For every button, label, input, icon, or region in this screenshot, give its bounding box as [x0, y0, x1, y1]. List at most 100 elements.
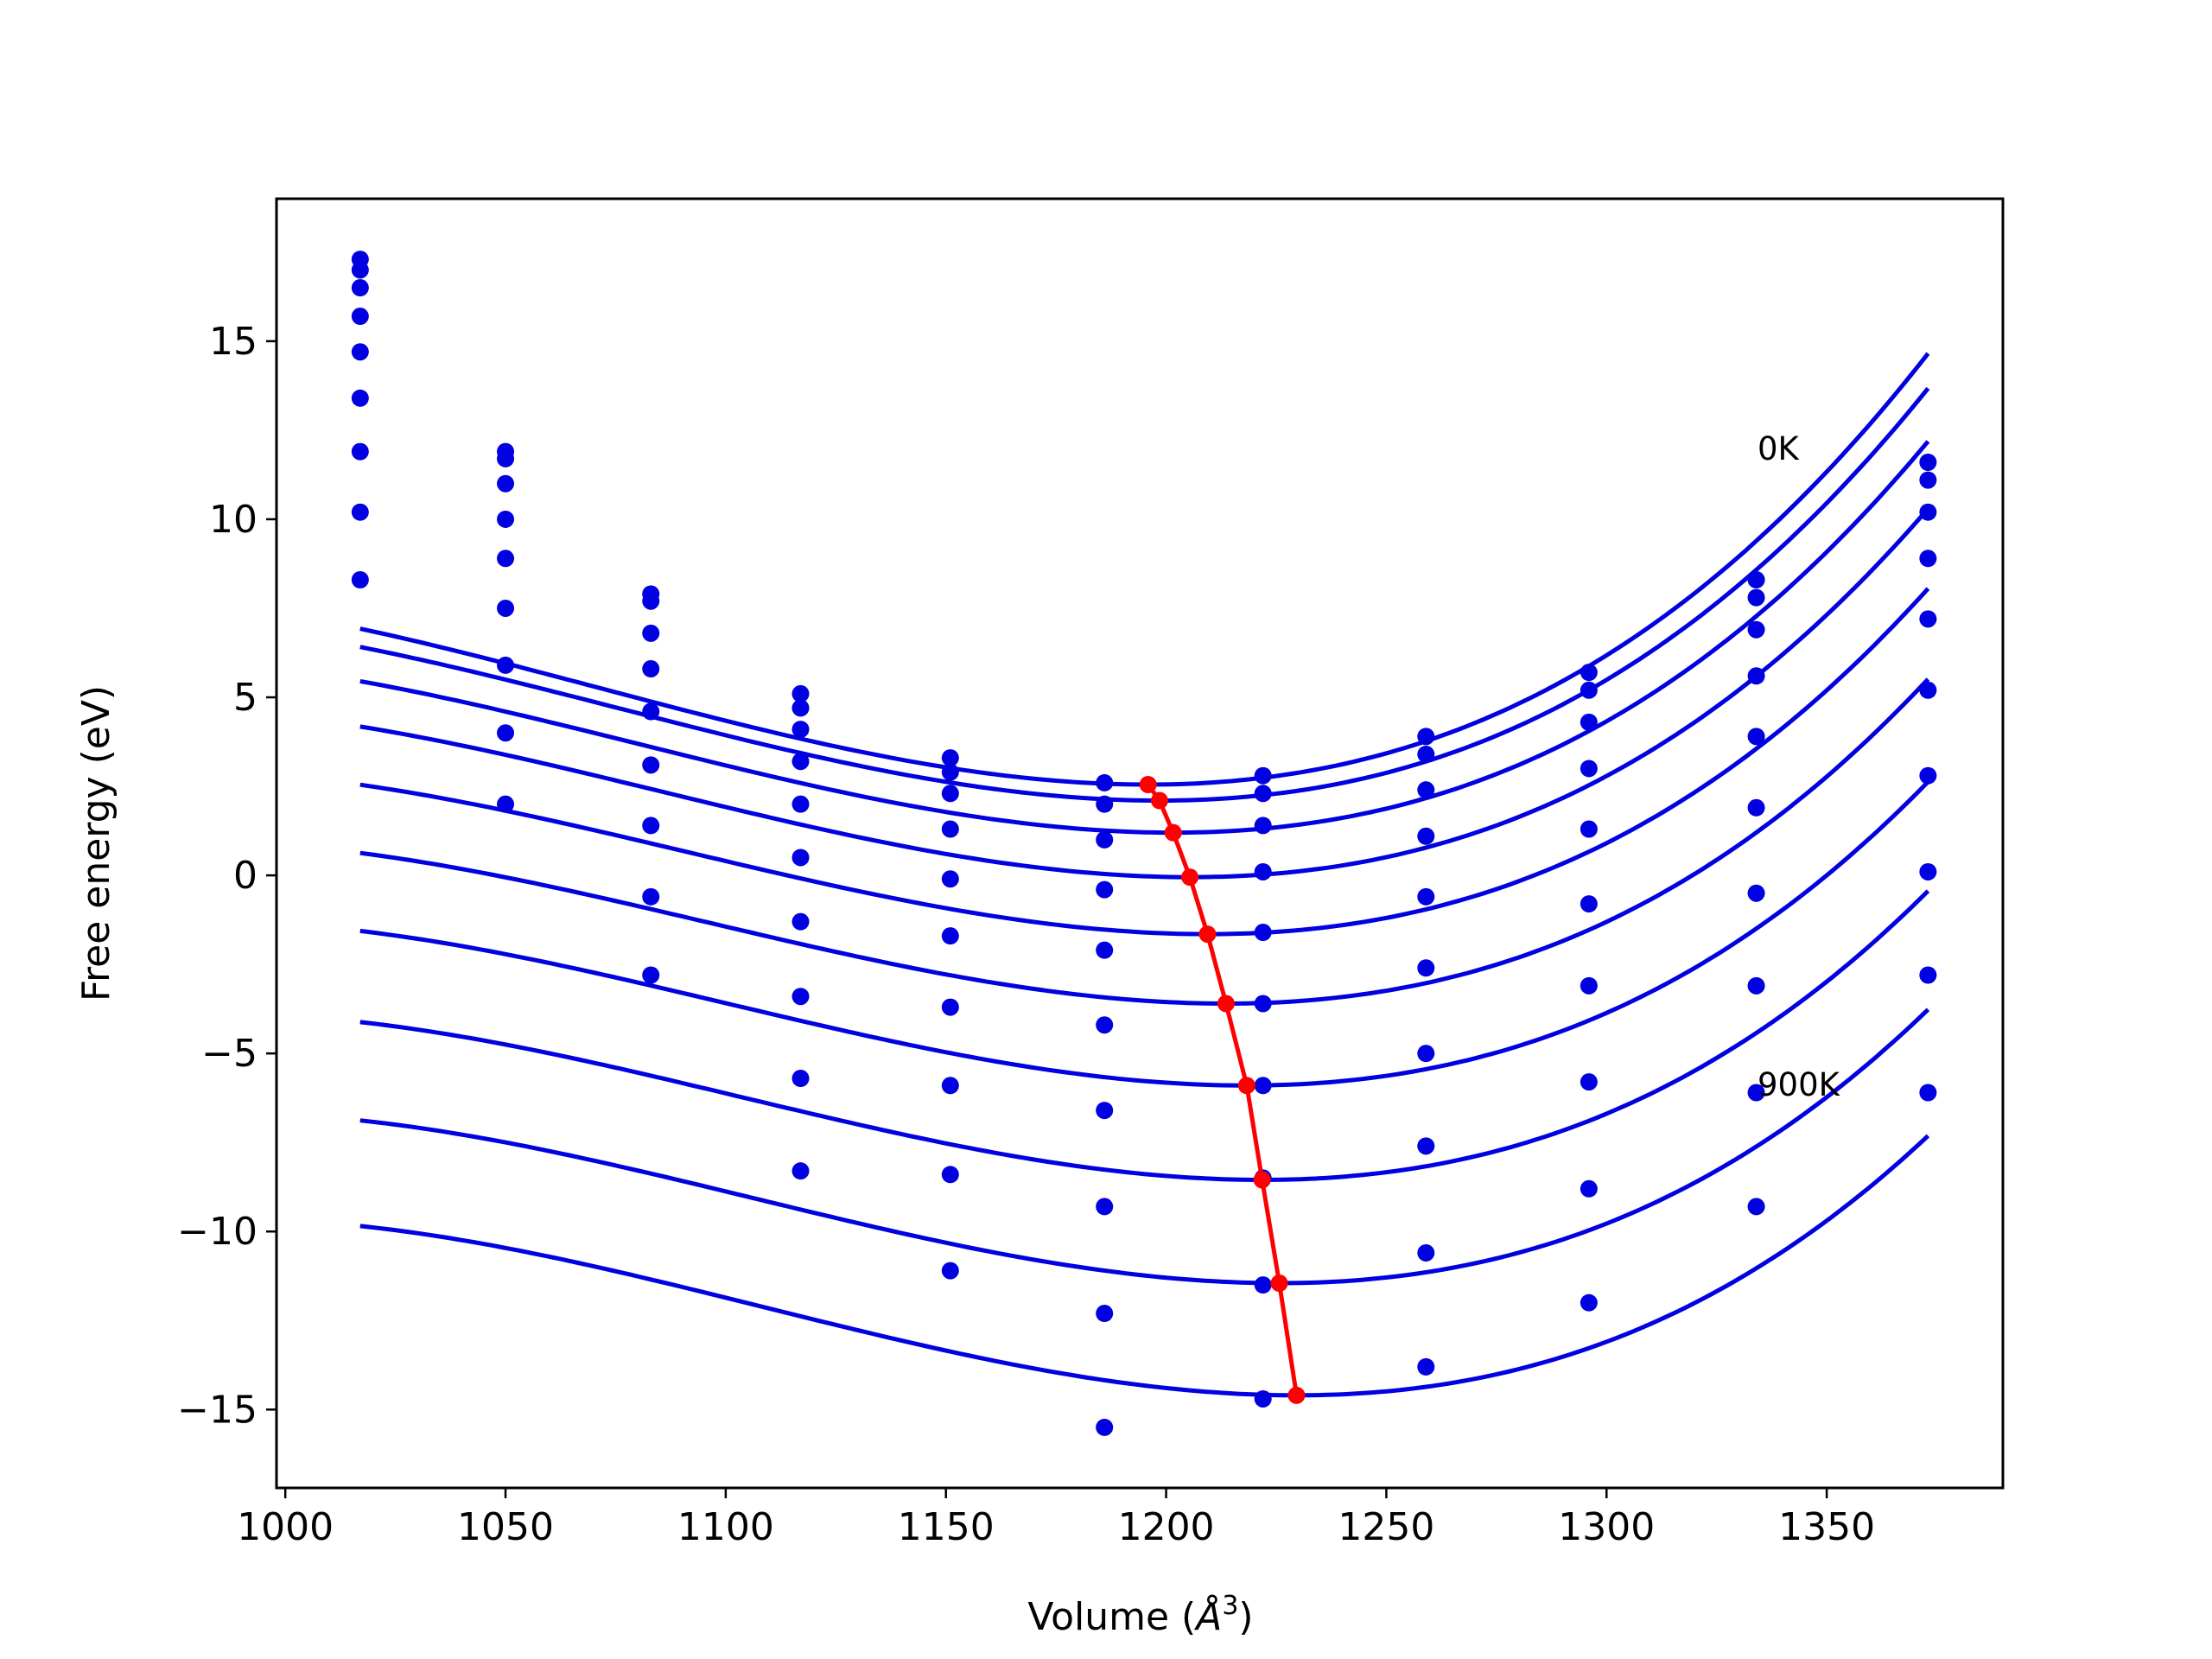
- data-point-0-3: [791, 684, 810, 702]
- y-tick-label-5: 10: [209, 498, 257, 542]
- data-point-6-0: [351, 442, 369, 461]
- data-point-7-8: [1580, 1073, 1598, 1091]
- data-point-2-0: [351, 279, 369, 297]
- data-point-2-6: [1254, 817, 1272, 835]
- data-point-9-3: [791, 1162, 810, 1180]
- fit-curve-3: [359, 507, 1930, 880]
- data-point-1-10: [1919, 471, 1937, 489]
- data-point-8-2: [642, 966, 660, 984]
- data-point-3-2: [642, 660, 660, 678]
- data-point-2-9: [1747, 620, 1765, 639]
- x-tick-label-1100: 1100: [677, 1505, 774, 1549]
- data-point-5-9: [1747, 798, 1765, 817]
- data-point-0-5: [1096, 773, 1114, 791]
- data-point-1-9: [1747, 588, 1765, 607]
- data-point-7-4: [941, 1077, 959, 1095]
- data-point-8-0: [351, 571, 369, 589]
- minimum-point-3: [1181, 868, 1199, 887]
- data-point-1-6: [1254, 785, 1272, 803]
- plot-frame: [275, 197, 2005, 1490]
- data-point-4-6: [1254, 924, 1272, 942]
- data-point-0-7: [1417, 728, 1435, 746]
- data-point-4-2: [642, 702, 660, 721]
- x-tick-label-1350: 1350: [1778, 1505, 1875, 1549]
- data-point-2-1: [497, 474, 515, 493]
- data-point-4-7: [1417, 887, 1435, 906]
- fit-curve-5: [359, 677, 1930, 1006]
- data-point-7-10: [1919, 862, 1937, 880]
- data-point-8-7: [1417, 1243, 1435, 1262]
- data-point-0-10: [1919, 453, 1937, 471]
- data-point-1-0: [351, 261, 369, 279]
- minimum-point-6: [1237, 1077, 1255, 1095]
- data-point-8-5: [1096, 1305, 1114, 1323]
- data-point-6-3: [791, 912, 810, 931]
- data-point-6-5: [1096, 1102, 1114, 1120]
- data-point-4-1: [497, 550, 515, 568]
- data-point-9-6: [1254, 1389, 1272, 1408]
- data-point-7-0: [351, 503, 369, 521]
- data-point-3-0: [351, 308, 369, 326]
- y-tick-label-1: −10: [177, 1210, 257, 1254]
- minima-trace: [1139, 775, 1306, 1404]
- x-tick-label-1150: 1150: [898, 1505, 995, 1549]
- data-point-0-8: [1580, 664, 1598, 682]
- data-point-0-9: [1747, 571, 1765, 589]
- data-point-1-3: [791, 699, 810, 717]
- fit-curve-2: [359, 440, 1930, 836]
- data-point-1-2: [642, 592, 660, 610]
- data-point-7-2: [642, 887, 660, 906]
- data-point-7-3: [791, 988, 810, 1006]
- x-axis-label-prefix: Volume (: [1027, 1595, 1196, 1639]
- y-axis-ticks: −15 −10 −5 0 5 10 15: [177, 320, 276, 1432]
- y-tick-label-2: −5: [201, 1032, 257, 1076]
- minimum-point-5: [1217, 995, 1235, 1013]
- data-point-3-3: [791, 753, 810, 771]
- data-point-9-7: [1417, 1357, 1435, 1376]
- minima-line: [1146, 783, 1299, 1396]
- fit-curve-9: [359, 1134, 1930, 1398]
- data-point-2-4: [941, 785, 959, 803]
- data-point-4-9: [1747, 728, 1765, 746]
- data-point-1-7: [1417, 745, 1435, 763]
- data-point-5-4: [941, 927, 959, 945]
- data-point-8-10: [1919, 966, 1937, 984]
- x-tick-label-1000: 1000: [237, 1505, 334, 1549]
- data-point-3-5: [1096, 880, 1114, 899]
- minimum-point-8: [1270, 1274, 1288, 1293]
- data-point-2-3: [791, 721, 810, 739]
- fit-curve-1: [359, 386, 1930, 803]
- data-point-3-10: [1919, 550, 1937, 568]
- data-point-4-10: [1919, 610, 1937, 628]
- data-point-6-2: [642, 817, 660, 835]
- data-point-7-1: [497, 724, 515, 742]
- data-point-5-6: [1254, 995, 1272, 1013]
- data-point-9-9: [1747, 1198, 1765, 1216]
- x-tick-label-1250: 1250: [1338, 1505, 1434, 1549]
- fit-curve-7: [359, 889, 1930, 1182]
- y-axis-label: Free energy (eV): [74, 685, 118, 1001]
- data-point-9-10: [1919, 1084, 1937, 1102]
- data-point-1-4: [941, 763, 959, 781]
- x-axis-label-exponent: 3: [1222, 1591, 1238, 1621]
- data-point-6-6: [1254, 1077, 1272, 1095]
- data-point-4-8: [1580, 820, 1598, 838]
- data-point-3-9: [1747, 667, 1765, 685]
- fit-curve-8: [359, 1007, 1930, 1286]
- x-tick-label-1200: 1200: [1118, 1505, 1215, 1549]
- data-point-8-1: [497, 795, 515, 813]
- data-point-9-5: [1096, 1418, 1114, 1436]
- minimum-point-7: [1253, 1171, 1271, 1189]
- data-point-2-10: [1919, 503, 1937, 521]
- data-point-0-6: [1254, 766, 1272, 785]
- data-point-3-7: [1417, 827, 1435, 845]
- data-point-5-8: [1580, 895, 1598, 913]
- data-point-9-8: [1580, 1294, 1598, 1312]
- minimum-point-2: [1164, 823, 1182, 842]
- y-tick-label-6: 15: [209, 320, 257, 364]
- data-point-9-4: [941, 1262, 959, 1280]
- data-point-7-5: [1096, 1198, 1114, 1216]
- fit-curve-6: [359, 780, 1930, 1088]
- data-point-4-5: [1096, 941, 1114, 959]
